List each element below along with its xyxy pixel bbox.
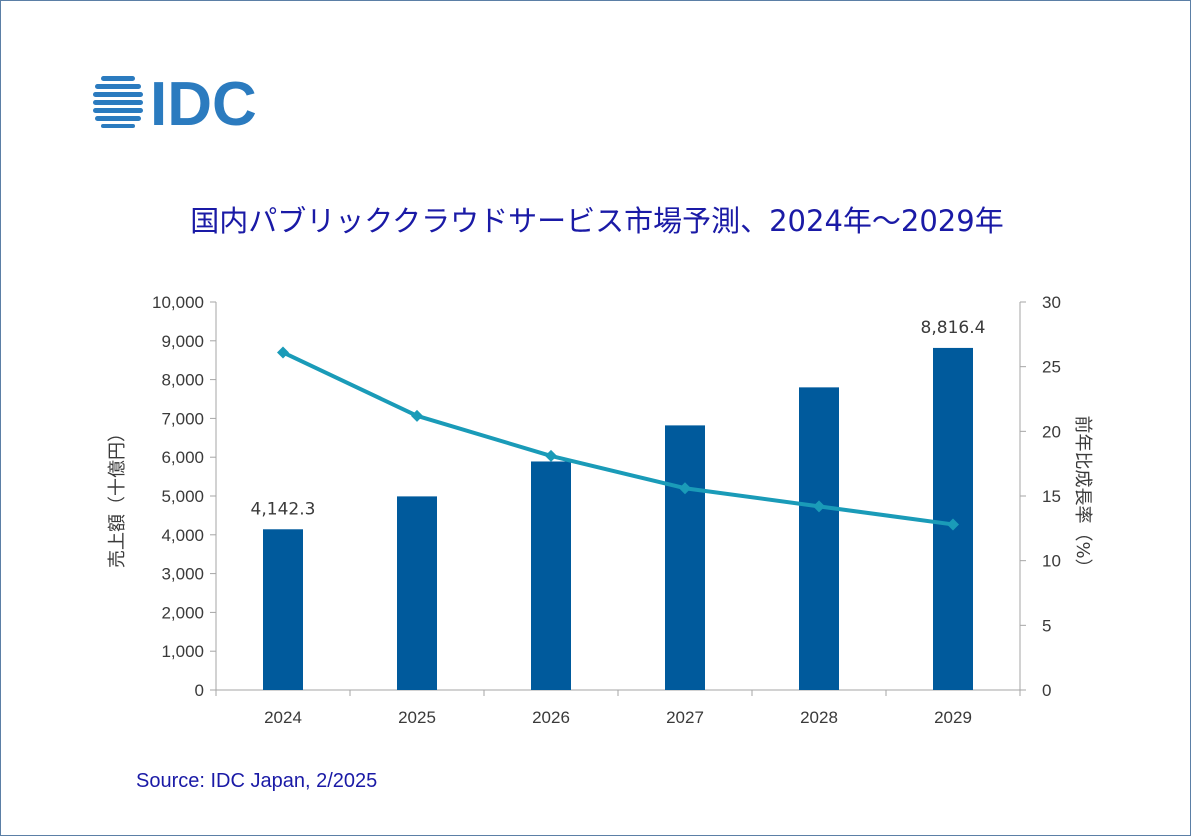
growth-rate-line	[282, 350, 954, 527]
y-axis-label-right: 前年比成長率（%）	[1072, 415, 1093, 576]
source-note: Source: IDC Japan, 2/2025	[136, 770, 377, 792]
y-tick-label-right: 30	[1042, 293, 1061, 312]
y-tick-label-right: 25	[1042, 358, 1061, 377]
growth-rate-point-2024	[277, 346, 289, 359]
logo-text: IDC	[150, 70, 257, 139]
growth-rate-point-2027	[679, 482, 691, 495]
y-tick-label-right: 5	[1042, 616, 1051, 635]
growth-rate-point-2029	[947, 518, 959, 531]
y-tick-label-left: 9,000	[161, 332, 204, 351]
y-tick-label-left: 1,000	[161, 642, 204, 661]
idc-logo: IDC	[93, 70, 257, 139]
y-tick-label-right: 10	[1042, 552, 1061, 571]
x-tick-label: 2027	[666, 708, 704, 727]
bar-2027	[665, 425, 705, 690]
bar-data-label: 8,816.4	[921, 318, 986, 338]
y-tick-label-left: 2,000	[161, 603, 204, 622]
bar-2026	[531, 461, 571, 690]
y-tick-label-left: 8,000	[161, 371, 204, 390]
y-tick-label-left: 0	[195, 681, 204, 700]
y-tick-label-left: 4,000	[161, 526, 204, 545]
x-tick-label: 2025	[398, 708, 436, 727]
y-tick-label-left: 6,000	[161, 448, 204, 467]
bar-2024	[263, 529, 303, 690]
y-tick-label-left: 3,000	[161, 565, 204, 584]
y-tick-label-left: 7,000	[161, 409, 204, 428]
growth-rate-point-2026	[545, 449, 557, 462]
growth-rate-point-2025	[411, 409, 423, 422]
growth-rate-point-2028	[813, 500, 825, 513]
bar-2025	[397, 496, 437, 690]
y-tick-label-right: 20	[1042, 422, 1061, 441]
y-axis-label-left: 売上額（十億円）	[107, 424, 128, 568]
y-tick-label-right: 15	[1042, 487, 1061, 506]
bar-2028	[799, 387, 839, 690]
x-tick-label: 2024	[264, 708, 302, 727]
x-tick-label: 2028	[800, 708, 838, 727]
chart-title: 国内パブリッククラウドサービス市場予測、2024年～2029年	[190, 204, 1003, 238]
y-tick-label-right: 0	[1042, 681, 1051, 700]
globe-icon	[93, 76, 143, 128]
bar-data-label: 4,142.3	[251, 499, 316, 519]
y-tick-label-left: 10,000	[152, 293, 204, 312]
y-tick-label-left: 5,000	[161, 487, 204, 506]
x-tick-label: 2026	[532, 708, 570, 727]
x-tick-label: 2029	[934, 708, 972, 727]
